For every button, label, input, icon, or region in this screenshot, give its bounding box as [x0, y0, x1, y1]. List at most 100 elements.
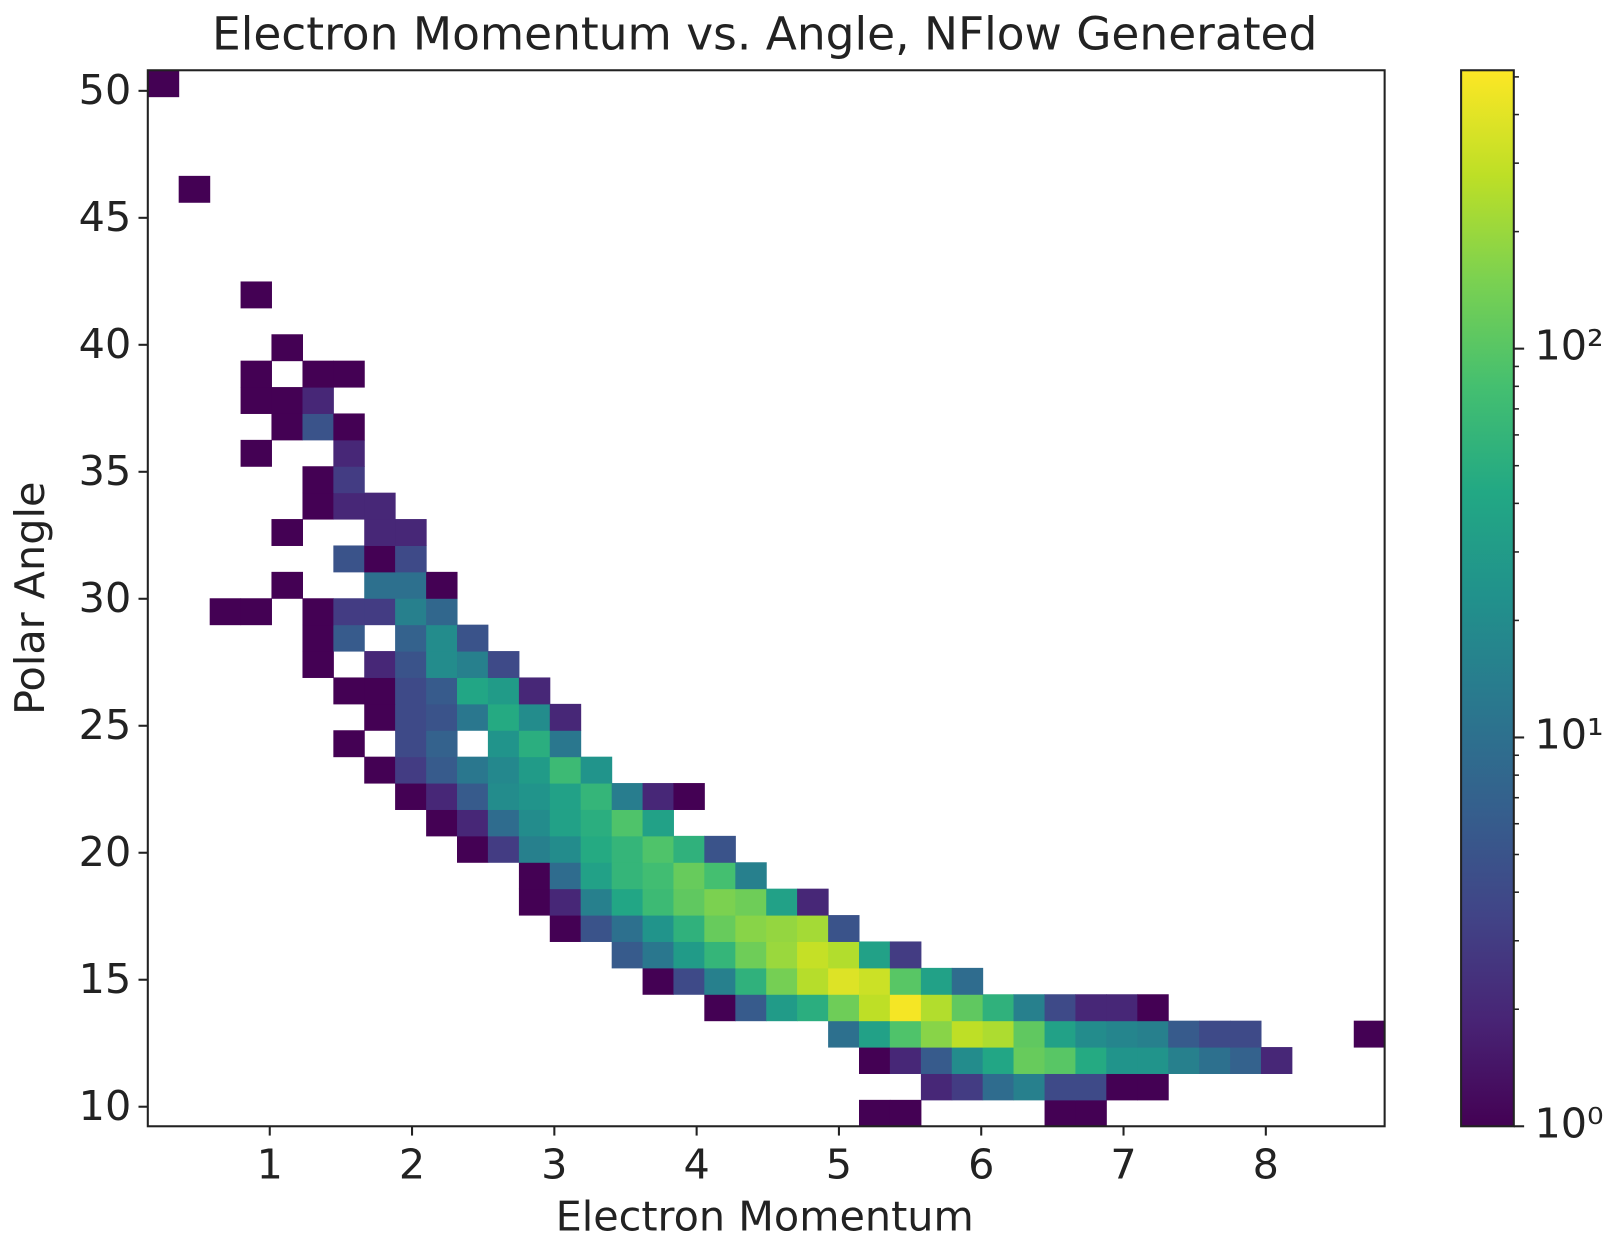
heatmap-cell: [178, 175, 211, 203]
heatmap-cell: [828, 1020, 860, 1048]
heatmap-cell: [1137, 994, 1169, 1022]
heatmap-cell: [951, 994, 984, 1022]
heatmap-cell: [549, 783, 582, 810]
heatmap-cell: [1137, 1020, 1169, 1048]
heatmap-cell: [920, 1047, 953, 1074]
heatmap-cell: [797, 994, 829, 1022]
heatmap-cell: [1106, 1073, 1138, 1101]
heatmap-cell: [797, 941, 829, 969]
heatmap-cell: [518, 862, 551, 890]
y-axis-label: Polar Angle: [6, 482, 54, 715]
heatmap-cell: [549, 756, 582, 784]
y-tick-label: 30: [79, 574, 132, 622]
heatmap-cell: [920, 1073, 953, 1101]
heatmap-cell: [1075, 1073, 1107, 1101]
heatmap-cell: [333, 492, 365, 520]
heatmap-cell: [426, 651, 458, 678]
heatmap-cell: [426, 624, 458, 652]
heatmap-cell: [364, 598, 396, 626]
heatmap-cell: [271, 571, 303, 599]
heatmap-cell: [951, 1047, 984, 1074]
heatmap-cell: [395, 545, 427, 573]
heatmap-cell: [889, 941, 922, 969]
heatmap-cell: [240, 360, 272, 388]
heatmap-cell: [1075, 1020, 1107, 1048]
heatmap-cell: [271, 334, 303, 362]
heatmap-cell: [333, 598, 365, 626]
heatmap-cell: [518, 730, 551, 758]
heatmap-cell: [487, 783, 520, 810]
colorbar-tick-label: 10⁰: [1534, 1099, 1603, 1147]
heatmap-cell: [858, 994, 891, 1022]
heatmap-cell: [889, 967, 922, 995]
heatmap-cell: [395, 703, 427, 731]
heatmap-cell: [1199, 1047, 1231, 1074]
heatmap-cell: [457, 651, 489, 678]
heatmap-cell: [457, 835, 489, 863]
heatmap-cell: [580, 835, 613, 863]
heatmap-cell: [333, 360, 365, 388]
heatmap-cell: [1106, 1047, 1138, 1074]
heatmap-cell: [920, 1020, 953, 1048]
heatmap-cell: [766, 941, 798, 969]
heatmap-cell: [333, 439, 365, 467]
heatmap-cell: [271, 519, 303, 546]
y-tick-label: 40: [79, 320, 132, 368]
heatmap-cell: [549, 703, 582, 731]
heatmap-cell: [395, 783, 427, 810]
heatmap-cell: [364, 571, 396, 599]
heatmap-cell: [549, 809, 582, 837]
heatmap-cell: [457, 624, 489, 652]
heatmap-cell: [1044, 1099, 1076, 1127]
heatmap-cell: [580, 915, 613, 942]
heatmap-cell: [426, 703, 458, 731]
heatmap-cell: [611, 783, 644, 810]
heatmap-cell: [797, 915, 829, 942]
heatmap-cell: [766, 967, 798, 995]
heatmap-cell: [797, 888, 829, 916]
heatmap-cell: [457, 756, 489, 784]
heatmap-cell: [426, 677, 458, 705]
heatmap-cell: [580, 888, 613, 916]
heatmap-cell: [735, 941, 767, 969]
y-tick-label: 45: [79, 193, 132, 241]
heatmap-cell: [1137, 1073, 1169, 1101]
heatmap-cell: [673, 835, 705, 863]
heatmap-cell: [828, 941, 860, 969]
heatmap-cell: [302, 651, 334, 678]
heatmap-cell: [611, 835, 644, 863]
heatmap-cell: [457, 809, 489, 837]
heatmap-cell: [951, 1073, 984, 1101]
heatmap-cell: [302, 360, 334, 388]
heatmap-cell: [1260, 1047, 1293, 1074]
heatmap-cell: [611, 915, 644, 942]
heatmap-cell: [1230, 1020, 1262, 1048]
heatmap-cell: [642, 835, 674, 863]
heatmap-cell: [704, 862, 736, 890]
heatmap-cell: [1075, 994, 1107, 1022]
heatmap-cell: [395, 624, 427, 652]
heatmap-cell: [302, 466, 334, 494]
heatmap-cell: [704, 888, 736, 916]
heatmap-cell: [889, 994, 922, 1022]
heatmap-cell: [1013, 994, 1046, 1022]
heatmap-cell: [642, 783, 674, 810]
colorbar-tick-label: 10¹: [1534, 710, 1603, 758]
heatmap-cell: [858, 1099, 891, 1127]
heatmap-cell: [333, 466, 365, 494]
heatmap-cell: [673, 915, 705, 942]
heatmap-cell: [1137, 1047, 1169, 1074]
heatmap-cell: [364, 703, 396, 731]
heatmap-cell: [580, 809, 613, 837]
heatmap-cell: [889, 1020, 922, 1048]
heatmap-cell: [549, 862, 582, 890]
heatmap-cell: [457, 677, 489, 705]
heatmap-cell: [240, 598, 272, 626]
heatmap-cell: [735, 967, 767, 995]
heatmap-cell: [487, 756, 520, 784]
heatmap-cell: [982, 1020, 1015, 1048]
x-tick-label: 7: [1110, 1141, 1136, 1189]
heatmap-cell: [302, 624, 334, 652]
heatmap-cell: [302, 387, 334, 414]
heatmap-cell: [364, 756, 396, 784]
